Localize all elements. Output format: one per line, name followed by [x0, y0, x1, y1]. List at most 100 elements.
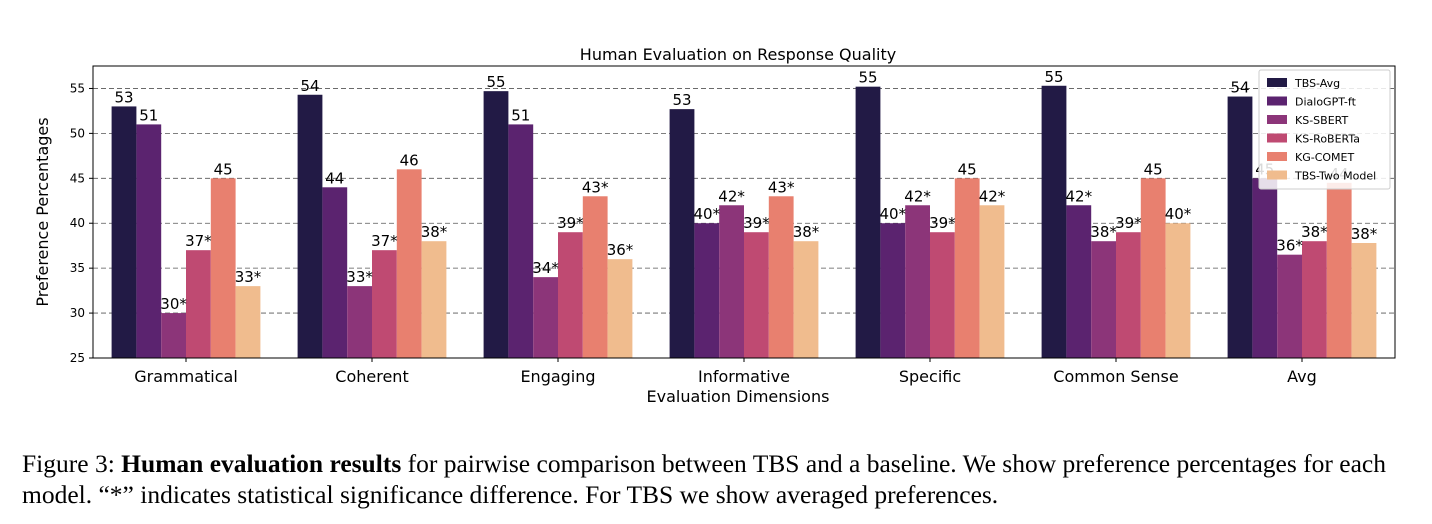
legend-label: DialoGPT-ft — [1295, 96, 1357, 109]
bar — [979, 205, 1005, 358]
y-tick-label: 35 — [70, 261, 85, 275]
bar-value-label: 44 — [325, 169, 344, 187]
bar-value-label: 42* — [1066, 187, 1093, 205]
bar — [322, 187, 348, 358]
y-axis-label: Preference Percentages — [33, 117, 52, 306]
figure-caption: Figure 3: Human evaluation results for p… — [22, 448, 1412, 510]
caption-text: for pairwise comparison between TBS and … — [22, 449, 1386, 509]
bar — [905, 205, 930, 358]
x-tick-label: Specific — [899, 367, 961, 386]
bar-labels-group: 5354555355555451445140*40*42*4530*33*34*… — [114, 68, 1377, 313]
bar — [421, 241, 447, 358]
y-tick-label: 30 — [70, 306, 85, 320]
bar — [582, 196, 608, 358]
bar — [1165, 223, 1191, 358]
x-tick-label: Engaging — [520, 367, 595, 386]
bar — [136, 124, 162, 359]
bar — [1091, 241, 1116, 358]
y-tick-label: 50 — [70, 126, 85, 140]
x-tick-label: Common Sense — [1053, 367, 1178, 386]
bar-value-label: 42* — [904, 187, 931, 205]
bar-value-label: 51 — [139, 106, 158, 124]
legend-swatch — [1267, 133, 1287, 143]
bar-value-label: 38* — [421, 223, 448, 241]
bar — [880, 223, 906, 358]
legend-label: TBS-Avg — [1294, 77, 1340, 90]
bar-chart: Human Evaluation on Response Quality 53 5… — [33, 45, 1396, 406]
bar-value-label: 37* — [371, 232, 398, 250]
legend-label: KG-COMET — [1295, 151, 1354, 164]
bar-value-label: 36* — [1276, 237, 1303, 255]
bar — [161, 313, 186, 358]
bar — [719, 205, 744, 358]
x-tick-label: Avg — [1287, 367, 1317, 386]
bar-value-label: 51 — [511, 106, 530, 124]
bar — [744, 232, 769, 358]
bar-value-label: 55 — [858, 69, 877, 87]
bar — [1116, 232, 1141, 358]
y-tick-label: 25 — [70, 351, 85, 365]
bar-value-label: 40* — [694, 205, 721, 223]
bar-value-label: 39* — [743, 214, 770, 232]
bar — [1066, 205, 1092, 358]
bar-value-label: 39* — [557, 214, 584, 232]
bar-value-label: 42* — [718, 187, 745, 205]
bar — [954, 178, 980, 358]
bar-value-label: 43* — [582, 178, 609, 196]
bar-value-label: 39* — [1115, 214, 1142, 232]
bar-value-label: 54 — [300, 77, 319, 95]
bar — [210, 178, 236, 358]
y-tick-label: 45 — [70, 171, 85, 185]
bar-value-label: 45 — [214, 160, 233, 178]
bar-value-label: 53 — [672, 91, 691, 109]
bar — [1227, 96, 1253, 358]
y-tick-label: 55 — [70, 81, 85, 95]
y-tick-label: 40 — [70, 216, 85, 230]
bar-value-label: 33* — [235, 268, 262, 286]
legend-swatch — [1267, 78, 1287, 87]
bar — [508, 124, 534, 359]
caption-bold: Human evaluation results — [121, 449, 402, 478]
bar — [607, 259, 633, 358]
bar — [694, 223, 720, 358]
bar-value-label: 40* — [1165, 205, 1192, 223]
bar-value-label: 34* — [532, 259, 559, 277]
bar-value-label: 45 — [1144, 160, 1163, 178]
bar-value-label: 38* — [793, 223, 820, 241]
bar-value-label: 30* — [160, 295, 187, 313]
bar-value-label: 39* — [929, 214, 956, 232]
bar — [1351, 242, 1377, 358]
bars-group — [111, 85, 1377, 359]
x-tick-label: Grammatical — [134, 367, 238, 386]
legend-label: KS-SBERT — [1295, 114, 1348, 127]
x-axis-label: Evaluation Dimensions — [647, 387, 830, 406]
legend: TBS-Avg DialoGPT-ft KS-SBERT KS-RoBERTa KG-C… — [1258, 69, 1391, 190]
legend-frame — [1258, 69, 1391, 190]
bar-value-label: 42* — [979, 187, 1006, 205]
legend-swatch — [1267, 152, 1287, 161]
bar — [396, 169, 422, 358]
caption-prefix: Figure 3: — [22, 449, 122, 478]
bar-value-label: 45 — [958, 160, 977, 178]
bar-value-label: 33* — [346, 268, 373, 286]
bar — [1252, 178, 1278, 358]
bar — [235, 286, 261, 358]
x-tick-label: Informative — [698, 367, 790, 386]
bar — [930, 232, 955, 358]
bar-value-label: 53 — [114, 88, 133, 106]
legend-swatch — [1267, 115, 1287, 124]
bar — [1140, 178, 1166, 358]
bar — [669, 109, 695, 358]
bar-value-label: 38* — [1090, 223, 1117, 241]
bar — [855, 86, 881, 358]
bar — [1326, 182, 1352, 358]
bar — [1302, 241, 1327, 358]
bar-value-label: 40* — [880, 205, 907, 223]
legend-swatch — [1267, 96, 1287, 106]
bar — [111, 106, 137, 358]
bar-value-label: 38* — [1301, 223, 1328, 241]
bar-value-label: 37* — [185, 232, 212, 250]
bar — [1041, 85, 1067, 359]
bar — [186, 250, 211, 358]
bar — [533, 277, 558, 358]
